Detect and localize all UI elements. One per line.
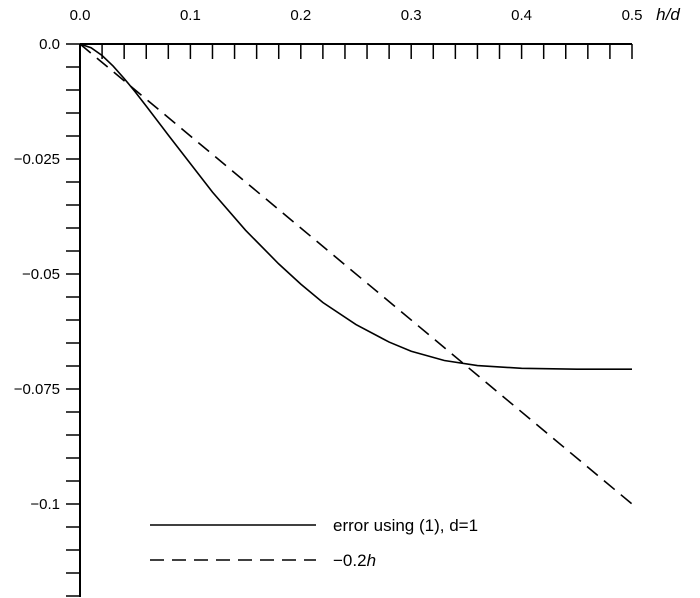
series-group — [79, 43, 633, 505]
y-tick-label: −0.075 — [14, 381, 60, 398]
x-tick-label: 0.0 — [70, 7, 91, 24]
y-tick-label: 0.0 — [39, 36, 60, 53]
legend-label: error using (1), d=1 — [333, 516, 478, 535]
y-tick-label: −0.025 — [14, 151, 60, 168]
y-tick-label: −0.05 — [22, 266, 60, 283]
legend-label-variable: h — [367, 551, 376, 570]
ticks: 0.0 0.1 0.2 0.3 0.4 0.5 0.0 −0.025 −0.05 −0.075 −0… — [14, 7, 643, 597]
legend: error using (1), d=1 −0.2h — [150, 516, 478, 570]
x-tick-label: 0.1 — [180, 7, 201, 24]
x-tick-label: 0.2 — [290, 7, 311, 24]
legend-label: −0.2h — [333, 551, 376, 570]
x-axis-label: h/d — [656, 5, 680, 24]
legend-label-prefix: −0.2 — [333, 551, 367, 570]
series-solid-line — [79, 43, 632, 371]
x-tick-label: 0.4 — [511, 7, 532, 24]
x-tick-label: 0.5 — [622, 7, 643, 24]
series-dashed-line — [79, 43, 633, 505]
x-tick-label: 0.3 — [401, 7, 422, 24]
y-tick-label: −0.1 — [30, 496, 60, 513]
